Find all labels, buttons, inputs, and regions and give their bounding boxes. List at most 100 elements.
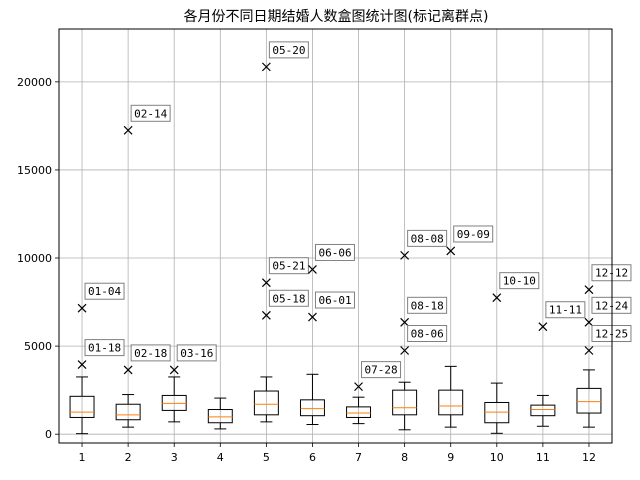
annotation-box bbox=[407, 325, 448, 343]
outlier-marker bbox=[446, 246, 456, 256]
x-tick-label: 10 bbox=[490, 451, 504, 464]
outlier-marker bbox=[308, 312, 317, 322]
y-tick-label: 10000 bbox=[17, 252, 52, 265]
annotation-label: 07-28 bbox=[365, 364, 398, 377]
x-tick-label: 5 bbox=[263, 451, 270, 464]
outlier-marker bbox=[354, 382, 363, 392]
annotation-label: 06-01 bbox=[318, 294, 351, 307]
annotation-box bbox=[591, 264, 632, 282]
outlier-03-16: 03-16 bbox=[169, 344, 217, 375]
outlier-07-28: 07-28 bbox=[354, 361, 402, 392]
x-tick-label: 6 bbox=[309, 451, 316, 464]
annotation-box bbox=[591, 296, 632, 314]
outlier-01-04: 01-04 bbox=[77, 282, 125, 313]
outlier-marker bbox=[400, 346, 410, 355]
outlier-06-06: 06-06 bbox=[308, 243, 355, 274]
outlier-marker bbox=[169, 365, 179, 375]
annotation-box bbox=[84, 339, 125, 357]
outlier-marker bbox=[308, 265, 317, 274]
box-layer bbox=[69, 365, 602, 435]
annotation-box bbox=[176, 344, 217, 362]
x-tick-label: 11 bbox=[536, 451, 550, 464]
plot-frame bbox=[58, 28, 613, 444]
annotation-box bbox=[591, 325, 632, 343]
outlier-12-24: 12-24 bbox=[584, 296, 632, 327]
box-month-4 bbox=[207, 397, 233, 430]
outlier-marker bbox=[584, 285, 594, 295]
annotation-box bbox=[84, 282, 125, 300]
annotation-box bbox=[407, 229, 448, 247]
iqr-box bbox=[438, 389, 464, 416]
outlier-marker bbox=[538, 322, 548, 332]
outlier-01-18: 01-18 bbox=[77, 339, 125, 370]
box-month-7 bbox=[346, 396, 372, 425]
annotation-box bbox=[361, 361, 402, 379]
annotation-label: 05-18 bbox=[272, 292, 305, 305]
outlier-marker bbox=[261, 62, 271, 72]
x-tick-label: 1 bbox=[79, 451, 86, 464]
box-month-3 bbox=[161, 376, 187, 423]
x-tick-label: 2 bbox=[125, 451, 132, 464]
annotation-box bbox=[268, 41, 309, 59]
annotation-label: 06-06 bbox=[318, 246, 351, 259]
x-tick-label: 8 bbox=[401, 451, 408, 464]
x-tick-label: 3 bbox=[171, 451, 178, 464]
annotation-label: 01-04 bbox=[88, 285, 121, 298]
iqr-box bbox=[392, 389, 418, 416]
outlier-marker bbox=[261, 278, 271, 288]
annotation-box bbox=[268, 289, 309, 307]
outlier-02-14: 02-14 bbox=[123, 104, 171, 135]
annotation-box bbox=[130, 344, 171, 362]
outlier-05-20: 05-20 bbox=[261, 41, 309, 72]
annotation-box bbox=[499, 272, 540, 290]
outlier-10-10: 10-10 bbox=[492, 272, 540, 303]
box-month-6 bbox=[299, 373, 325, 426]
annotation-box bbox=[453, 225, 494, 243]
iqr-box bbox=[115, 403, 141, 421]
iqr-box bbox=[346, 406, 372, 418]
annotation-label: 05-20 bbox=[272, 44, 305, 57]
chart-title: 各月份不同日期结婚人数盒图统计图(标记离群点) bbox=[184, 8, 489, 25]
box-month-8 bbox=[392, 381, 418, 431]
x-tick-label: 12 bbox=[582, 451, 596, 464]
annotation-label: 08-06 bbox=[411, 328, 444, 341]
box-month-11 bbox=[530, 394, 556, 427]
x-tick-label: 7 bbox=[355, 451, 362, 464]
y-tick-label: 0 bbox=[45, 428, 52, 441]
outlier-marker bbox=[261, 310, 271, 320]
x-tick-label: 9 bbox=[447, 451, 454, 464]
outlier-marker bbox=[77, 303, 87, 313]
outlier-05-18: 05-18 bbox=[261, 289, 309, 320]
y-tick-label: 15000 bbox=[17, 164, 52, 177]
outlier-12-25: 12-25 bbox=[584, 325, 632, 355]
box-month-10 bbox=[484, 382, 510, 434]
iqr-box bbox=[530, 404, 556, 417]
grid-layer bbox=[59, 29, 612, 443]
box-month-5 bbox=[253, 376, 279, 423]
outlier-09-09: 09-09 bbox=[446, 225, 494, 256]
box-month-12 bbox=[576, 369, 602, 428]
iqr-box bbox=[299, 399, 325, 417]
outlier-marker bbox=[400, 250, 410, 260]
outlier-marker bbox=[123, 125, 133, 135]
annotation-label: 11-11 bbox=[549, 304, 582, 317]
outlier-11-11: 11-11 bbox=[538, 301, 586, 332]
annotation-label: 08-08 bbox=[411, 232, 444, 245]
iqr-box bbox=[207, 409, 233, 424]
annotation-label: 03-16 bbox=[180, 347, 213, 360]
annotation-box bbox=[314, 243, 355, 261]
outlier-marker bbox=[77, 360, 87, 370]
iqr-box bbox=[576, 387, 602, 414]
annotation-label: 02-18 bbox=[134, 347, 167, 360]
outlier-12-12: 12-12 bbox=[584, 264, 632, 295]
iqr-box bbox=[69, 395, 95, 418]
outlier-layer: 01-04 01-18 02-14 02-18 03-16 05-20 05-21 05-18… bbox=[77, 41, 632, 392]
outlier-08-18: 08-18 bbox=[400, 296, 448, 327]
box-month-9 bbox=[438, 365, 464, 428]
annotation-box bbox=[407, 296, 448, 314]
annotation-label: 10-10 bbox=[503, 275, 536, 288]
outlier-05-21: 05-21 bbox=[261, 257, 309, 288]
outlier-marker bbox=[123, 365, 133, 375]
y-tick-label: 5000 bbox=[24, 340, 52, 353]
